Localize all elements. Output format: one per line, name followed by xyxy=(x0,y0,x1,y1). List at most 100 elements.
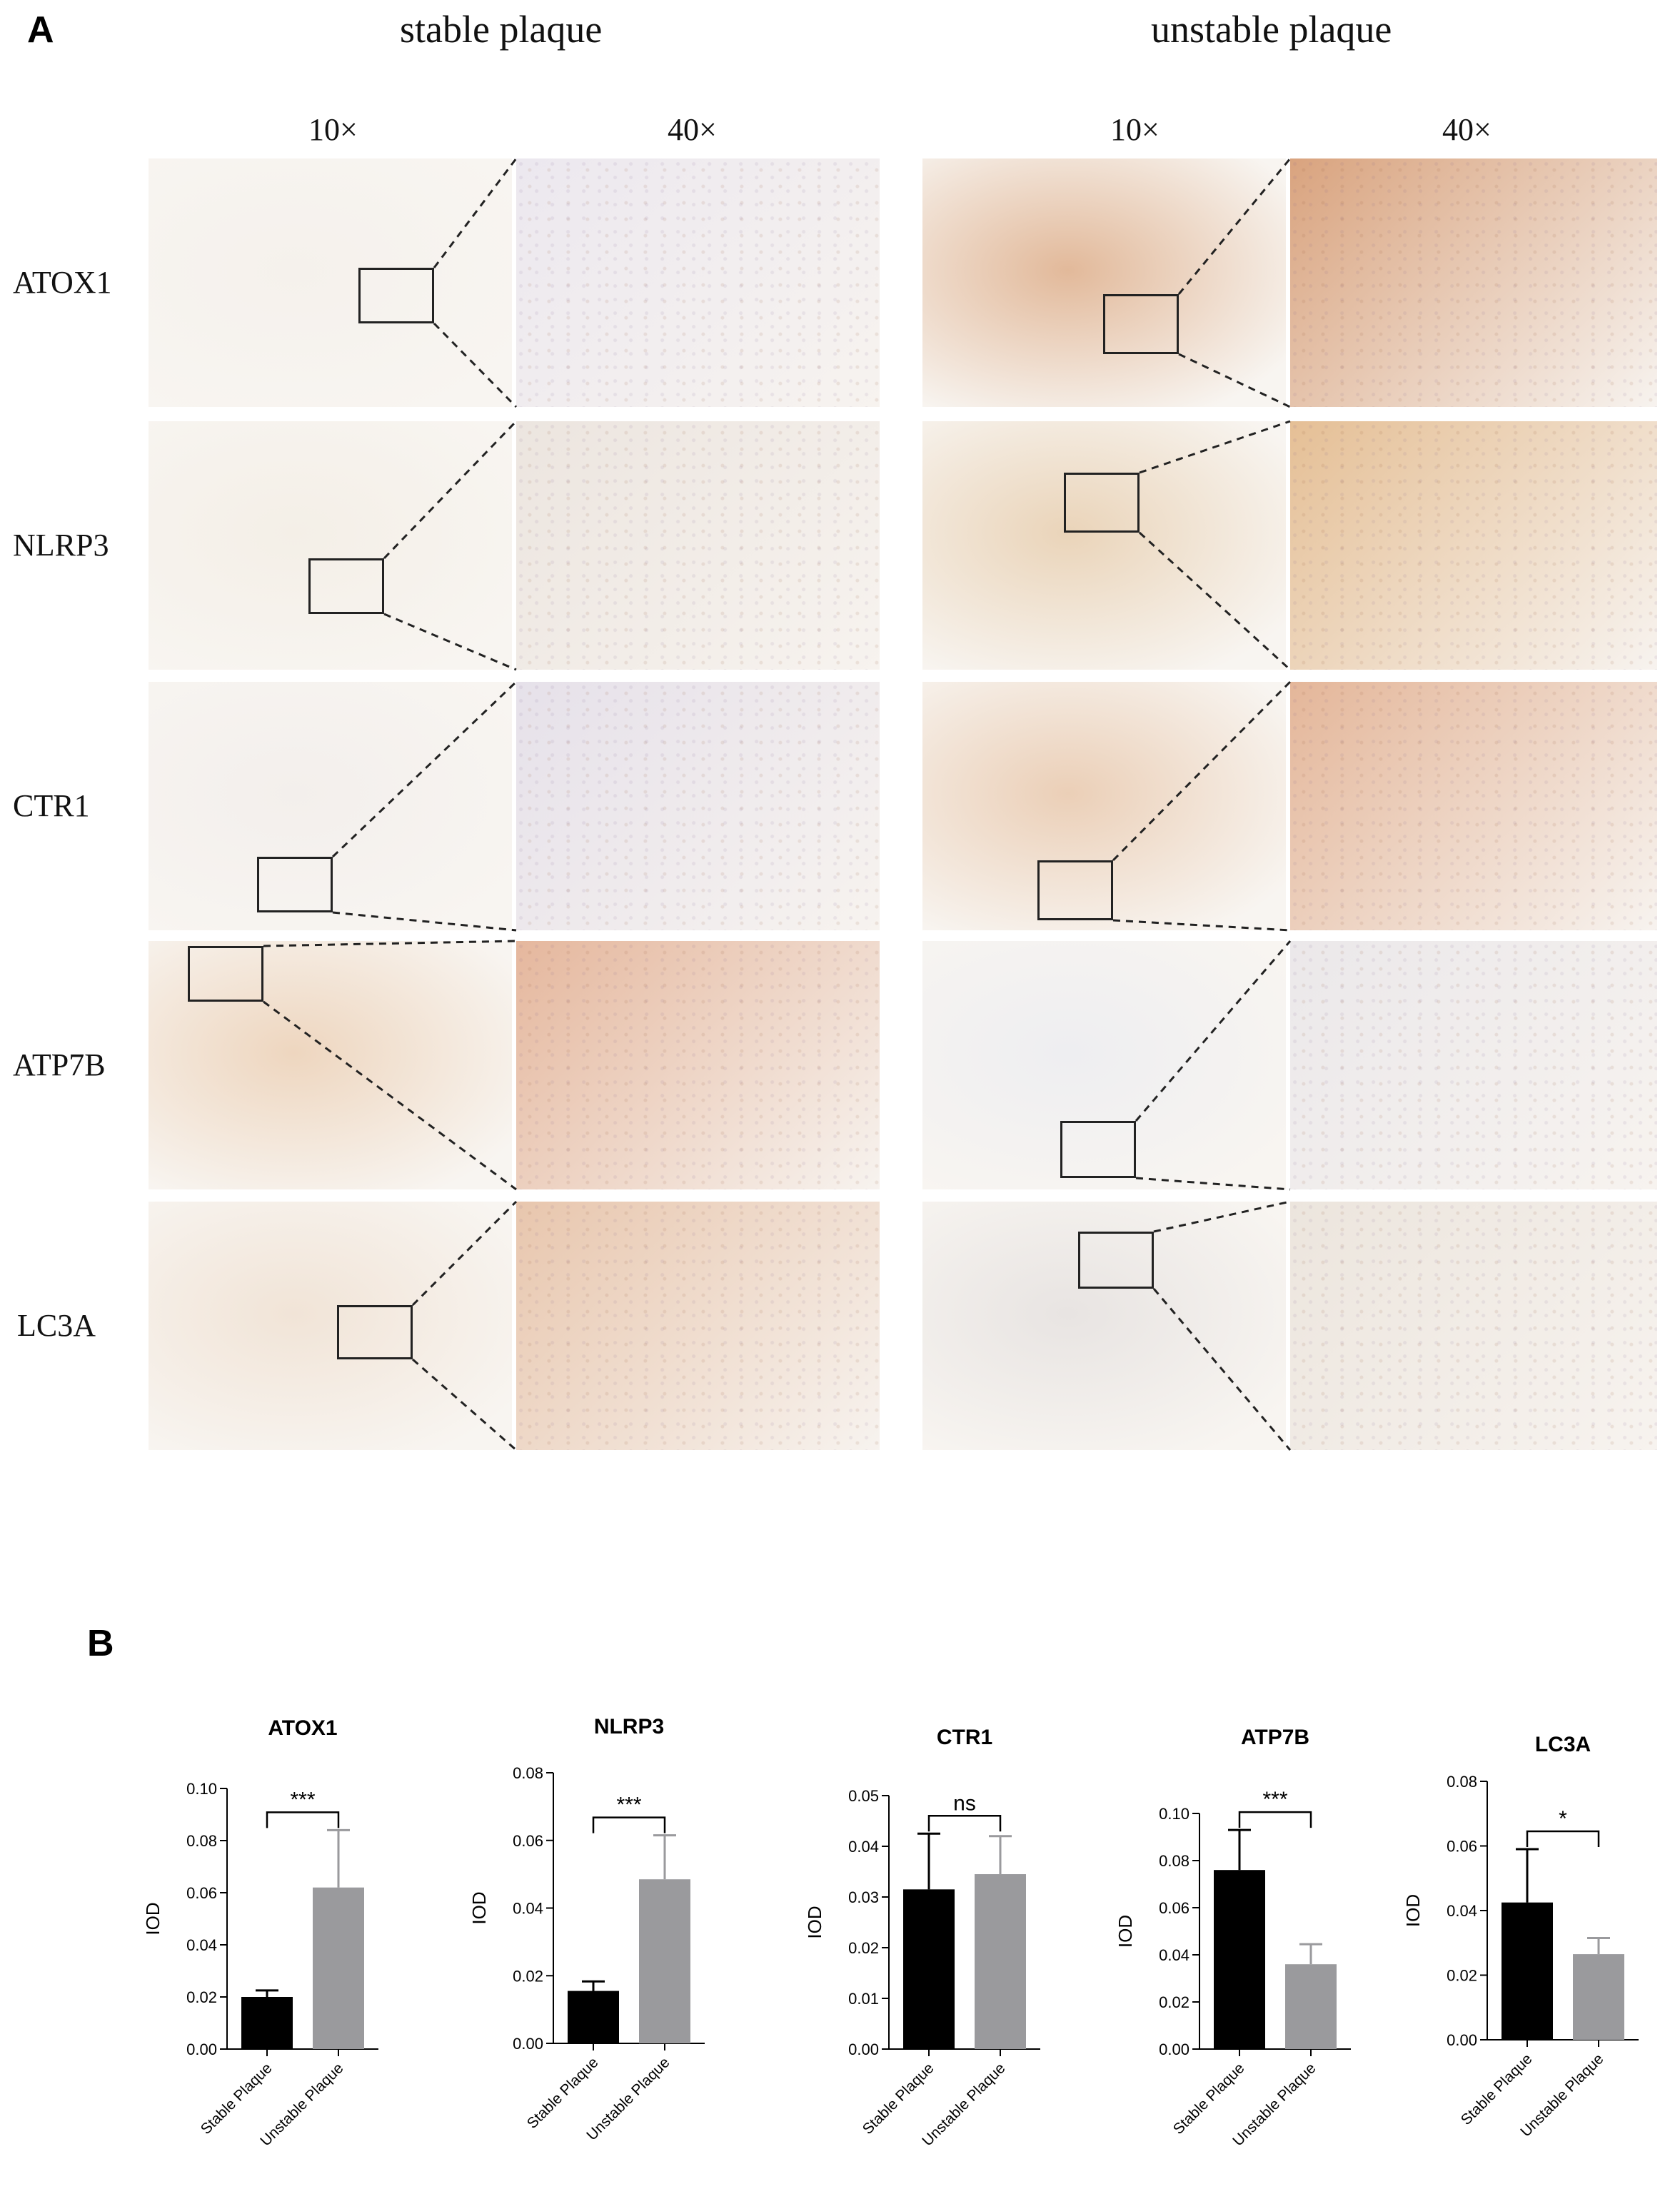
row-label-atp7b: ATP7B xyxy=(13,1047,106,1082)
significance-bracket-nlrp3 xyxy=(592,1816,666,1833)
micrograph-atp7b-stable-high xyxy=(516,941,880,1189)
y-tick-label-nlrp3: 0.06 xyxy=(513,1832,543,1850)
bar-ctr1-stable xyxy=(903,1889,955,2049)
row-label-ctr1: CTR1 xyxy=(13,788,90,823)
micrograph-ctr1-stable-high xyxy=(516,682,880,930)
bar-lc3a-unstable xyxy=(1573,1954,1624,2040)
micrograph-atp7b-unstable-high xyxy=(1290,941,1657,1189)
magnification-label-stable-10x: 10× xyxy=(308,112,358,147)
y-tick-label-lc3a: 0.00 xyxy=(1447,2031,1477,2049)
chart-title-ctr1: CTR1 xyxy=(937,1726,992,1749)
y-tick-label-atox1: 0.02 xyxy=(186,1988,217,2006)
significance-label-lc3a: * xyxy=(1559,1807,1567,1831)
y-tick-label-nlrp3: 0.08 xyxy=(513,1764,543,1782)
micrograph-lc3a-stable-low xyxy=(149,1202,512,1450)
zoom-connector-line xyxy=(1135,1177,1291,1191)
zoom-box-ctr1-stable xyxy=(257,857,333,912)
zoom-connector-line xyxy=(1112,680,1292,862)
y-tick-label-nlrp3: 0.04 xyxy=(513,1900,543,1918)
micrograph-atox1-unstable-high xyxy=(1290,158,1657,407)
panel-a-letter: A xyxy=(27,9,54,51)
significance-label-ctr1: ns xyxy=(953,1791,976,1815)
bar-nlrp3-unstable xyxy=(639,1879,690,2043)
chart-title-nlrp3: NLRP3 xyxy=(594,1715,664,1738)
bar-atox1-unstable xyxy=(313,1887,364,2049)
zoom-connector-line xyxy=(1153,1200,1291,1233)
significance-label-atox1: *** xyxy=(290,1788,315,1811)
significance-label-atp7b: *** xyxy=(1262,1788,1287,1811)
zoom-connector-line xyxy=(332,911,517,932)
zoom-connector-line xyxy=(1112,919,1291,932)
zoom-box-atp7b-stable xyxy=(188,946,263,1002)
zoom-connector-line xyxy=(433,322,518,408)
zoom-connector-line xyxy=(1135,940,1292,1122)
group-title-stable: stable plaque xyxy=(400,8,603,51)
micrograph-lc3a-stable-high xyxy=(516,1202,880,1450)
y-tick-label-atp7b: 0.02 xyxy=(1159,1993,1189,2011)
zoom-box-nlrp3-stable xyxy=(308,558,384,614)
y-tick-label-atox1: 0.06 xyxy=(186,1884,217,1902)
y-tick-label-lc3a: 0.02 xyxy=(1447,1967,1477,1985)
chart-title-lc3a: LC3A xyxy=(1535,1733,1591,1756)
bar-nlrp3-stable xyxy=(568,1991,619,2043)
y-axis-label-atox1: IOD xyxy=(142,1902,164,1935)
y-tick-label-atox1: 0.00 xyxy=(186,2040,217,2058)
y-axis-label-lc3a: IOD xyxy=(1402,1894,1424,1927)
y-tick-label-nlrp3: 0.00 xyxy=(513,2035,543,2053)
micrograph-atox1-unstable-low xyxy=(922,158,1286,407)
y-tick-label-ctr1: 0.05 xyxy=(848,1787,879,1805)
bar-ctr1-unstable xyxy=(975,1874,1026,2049)
micrograph-atox1-stable-low xyxy=(149,158,512,407)
y-tick-label-atp7b: 0.08 xyxy=(1159,1852,1189,1870)
significance-bracket-ctr1 xyxy=(927,1815,1002,1832)
y-tick-label-atox1: 0.10 xyxy=(186,1780,217,1798)
zoom-connector-line xyxy=(412,1358,517,1451)
magnification-label-unstable-10x: 10× xyxy=(1110,112,1160,147)
zoom-connector-line xyxy=(383,613,517,671)
micrograph-lc3a-unstable-high xyxy=(1290,1202,1657,1450)
zoom-box-atox1-unstable xyxy=(1103,294,1179,354)
y-tick-label-lc3a: 0.06 xyxy=(1447,1838,1477,1856)
zoom-connector-line xyxy=(1138,531,1292,671)
zoom-connector-line xyxy=(383,420,518,560)
category-label-atp7b: Stable Plaque xyxy=(1170,2060,1248,2138)
y-axis-label-atp7b: IOD xyxy=(1115,1915,1136,1948)
y-tick-label-ctr1: 0.01 xyxy=(848,1990,879,2008)
bar-lc3a-stable xyxy=(1502,1902,1553,2040)
zoom-box-ctr1-unstable xyxy=(1037,860,1113,920)
zoom-box-atp7b-unstable xyxy=(1060,1121,1136,1178)
y-tick-label-ctr1: 0.04 xyxy=(848,1838,879,1856)
zoom-connector-lines xyxy=(263,158,1292,1451)
micrograph-ctr1-unstable-high xyxy=(1290,682,1657,930)
row-label-atox1: ATOX1 xyxy=(13,265,112,300)
zoom-box-lc3a-stable xyxy=(337,1305,413,1359)
row-label-nlrp3: NLRP3 xyxy=(13,528,109,563)
y-axis-label-ctr1: IOD xyxy=(804,1906,825,1938)
zoom-box-nlrp3-unstable xyxy=(1064,473,1140,533)
category-label-ctr1: Stable Plaque xyxy=(860,2060,937,2138)
y-tick-label-ctr1: 0.02 xyxy=(848,1939,879,1957)
category-label-lc3a: Stable Plaque xyxy=(1458,2050,1536,2128)
significance-bracket-lc3a xyxy=(1526,1830,1600,1848)
zoom-connector-line xyxy=(433,158,518,268)
micrograph-nlrp3-stable-high xyxy=(516,421,880,670)
zoom-connector-line xyxy=(411,1200,518,1307)
y-tick-label-atox1: 0.08 xyxy=(186,1832,217,1850)
y-tick-label-atp7b: 0.06 xyxy=(1159,1899,1189,1917)
micrograph-ctr1-stable-low xyxy=(149,682,512,930)
y-tick-label-ctr1: 0.03 xyxy=(848,1888,879,1906)
y-tick-label-ctr1: 0.00 xyxy=(848,2040,879,2058)
row-label-lc3a: LC3A xyxy=(17,1308,96,1343)
y-tick-label-atp7b: 0.10 xyxy=(1159,1805,1189,1823)
significance-label-nlrp3: *** xyxy=(616,1793,641,1817)
micrograph-atp7b-stable-low xyxy=(149,941,512,1189)
chart-title-atp7b: ATP7B xyxy=(1241,1726,1309,1749)
bar-atp7b-unstable xyxy=(1285,1964,1337,2049)
bar-atp7b-stable xyxy=(1214,1870,1265,2049)
group-title-unstable: unstable plaque xyxy=(1151,8,1392,51)
bar-atox1-stable xyxy=(241,1997,293,2049)
category-label-nlrp3: Stable Plaque xyxy=(524,2054,602,2132)
y-tick-label-lc3a: 0.08 xyxy=(1447,1773,1477,1791)
micrograph-ctr1-unstable-low xyxy=(922,682,1286,930)
